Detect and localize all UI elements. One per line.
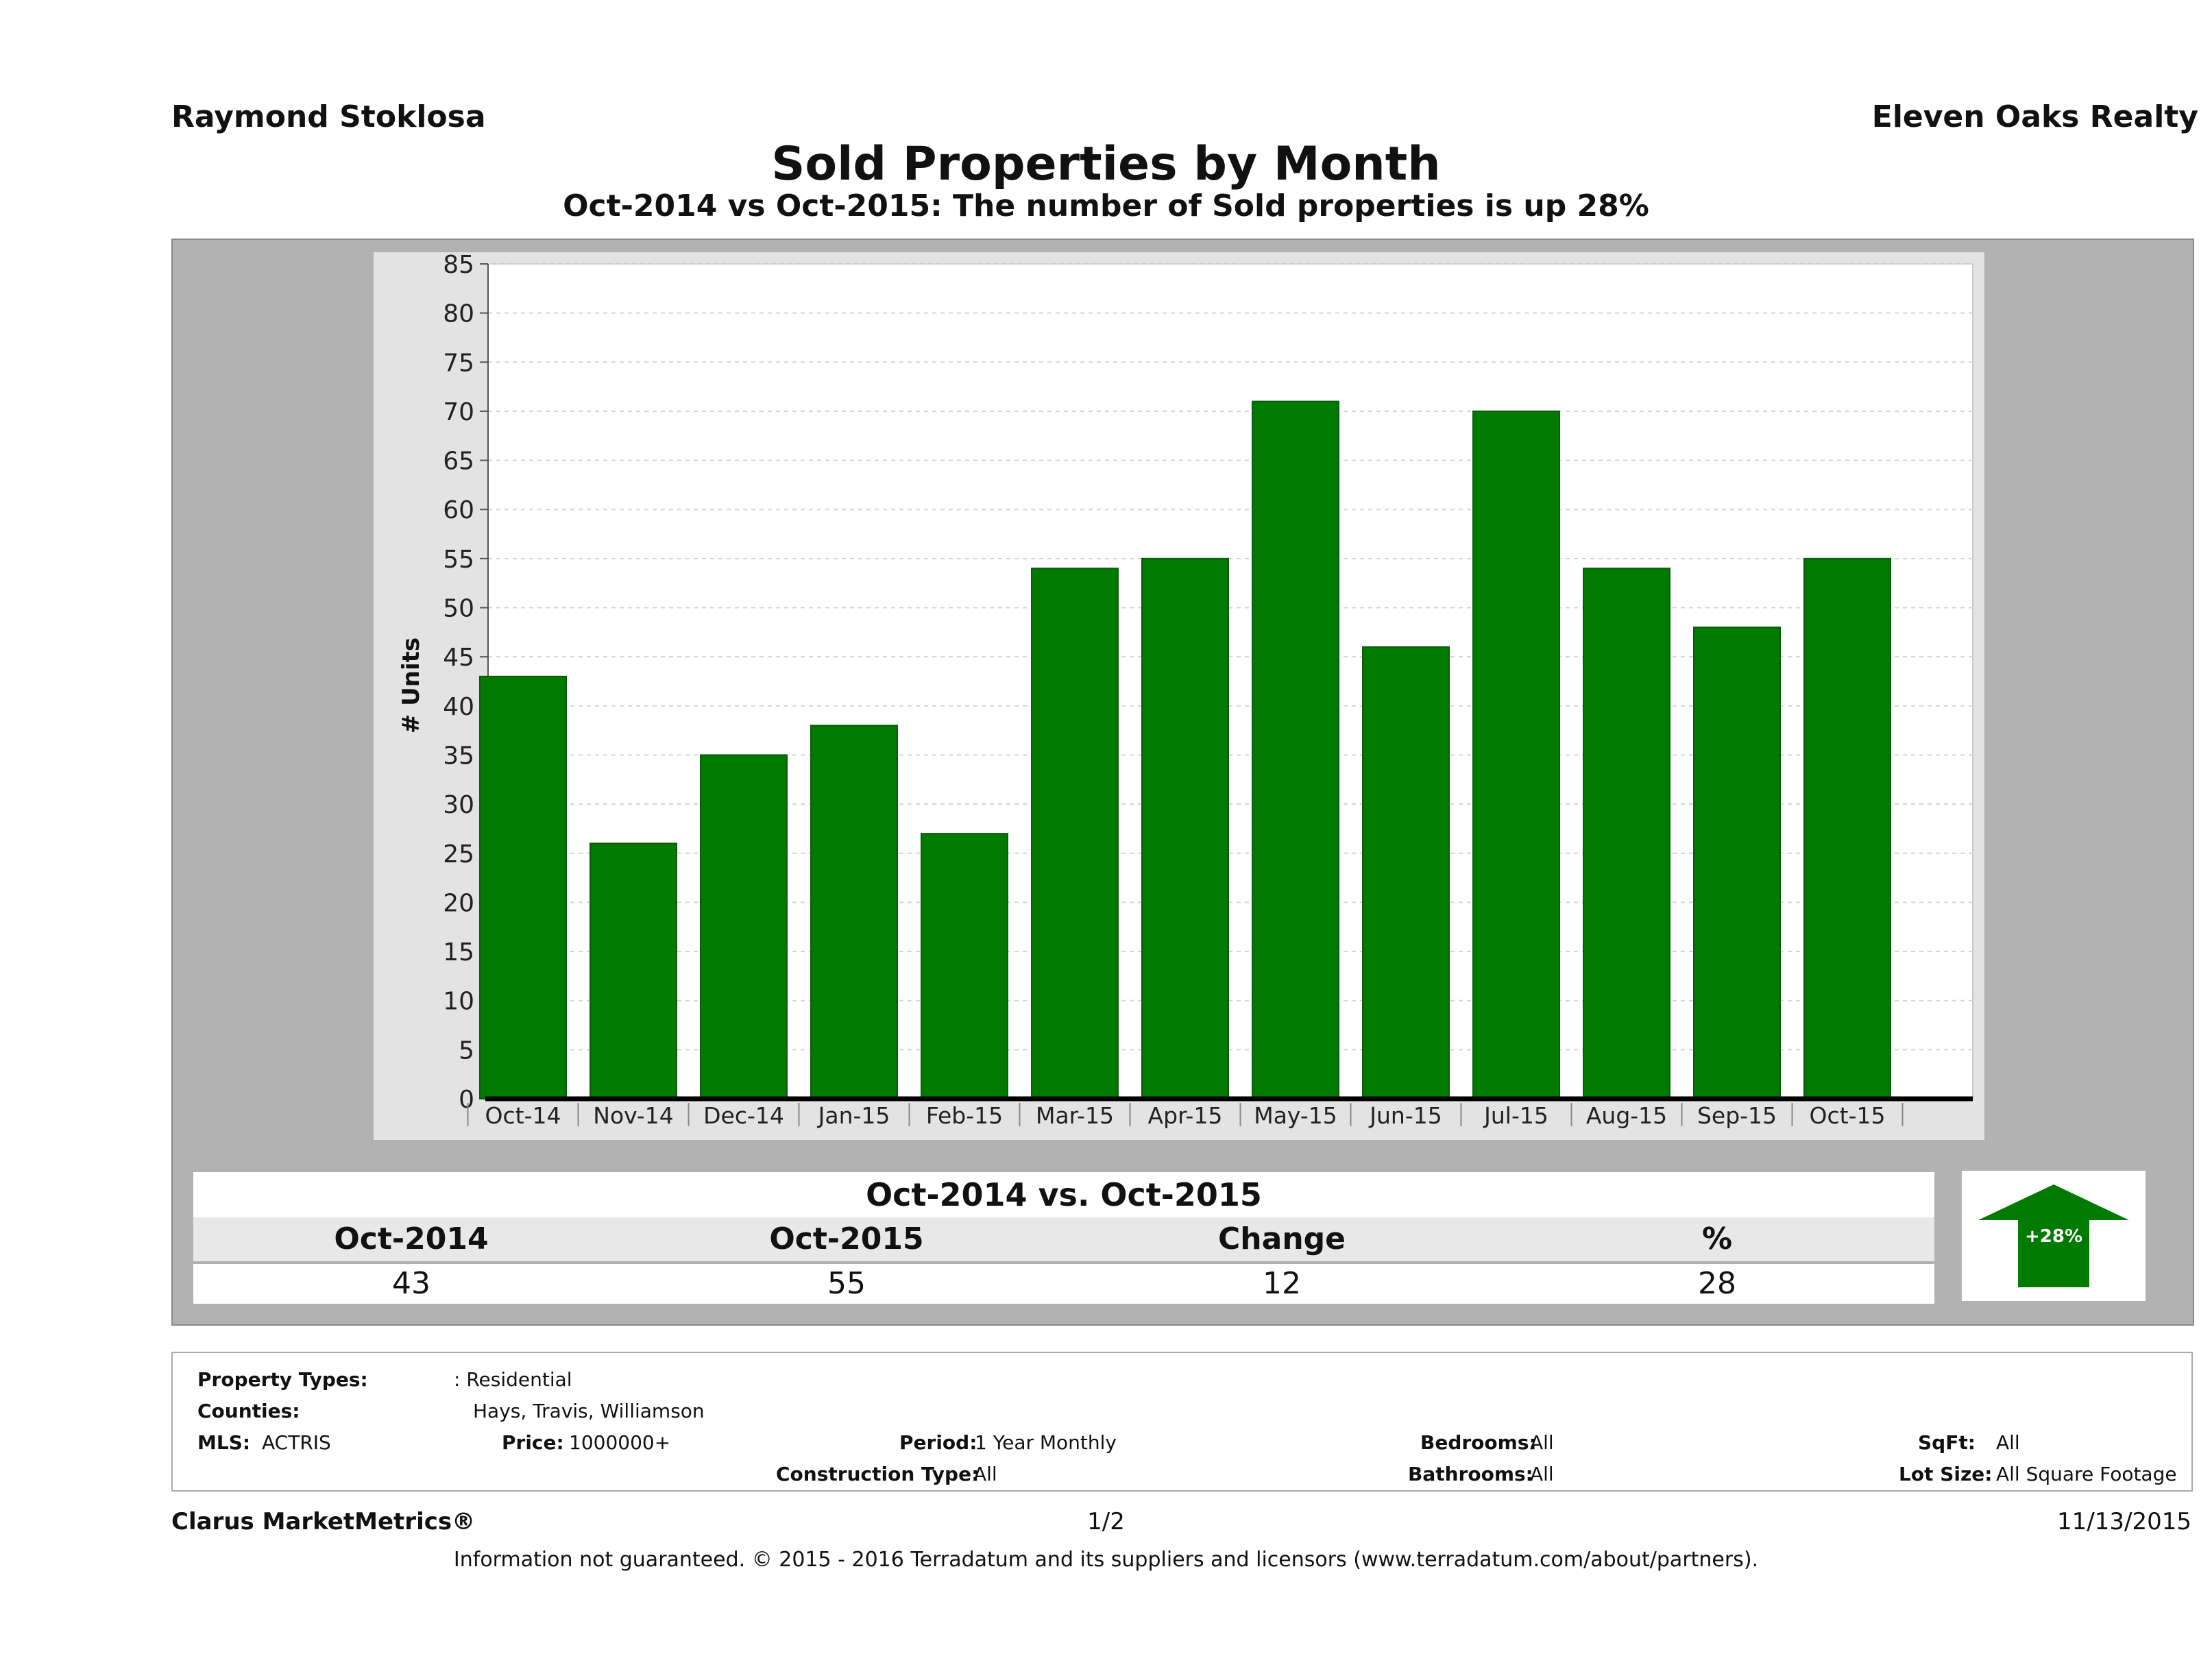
x-tick-label: Jun-15 (1368, 1102, 1442, 1129)
counties-label: Counties: (197, 1400, 300, 1422)
bar-dec-14 (700, 754, 788, 1099)
x-tick-label: Nov-14 (593, 1102, 673, 1129)
y-tick-label: 70 (443, 398, 474, 426)
property-types-value: : Residential (454, 1368, 572, 1391)
comparison-value-end: 55 (827, 1266, 866, 1301)
counties-value: Hays, Travis, Williamson (473, 1400, 705, 1422)
lot-size-label: Lot Size: (1899, 1463, 1993, 1485)
x-tick-label: Oct-14 (485, 1102, 561, 1129)
y-tick-label: 20 (443, 889, 474, 917)
change-badge-label: +28% (2025, 1226, 2082, 1247)
report-date: 11/13/2015 (2057, 1508, 2191, 1535)
y-tick-label: 75 (443, 349, 474, 377)
construction-type-label: Construction Type: (776, 1463, 980, 1485)
y-tick-label: 25 (443, 840, 474, 868)
bar-oct-15 (1803, 557, 1891, 1099)
bar-aug-15 (1583, 568, 1670, 1099)
mls-value: ACTRIS (262, 1431, 331, 1454)
mls-label: MLS: (197, 1431, 251, 1454)
x-tick-label: Jul-15 (1483, 1102, 1548, 1129)
price-label: Price: (502, 1431, 564, 1454)
x-tick-label: Oct-15 (1810, 1102, 1886, 1129)
brokerage-name: Eleven Oaks Realty (1871, 99, 2198, 134)
comparison-value-change: 12 (1263, 1266, 1301, 1301)
filter-criteria-box: Property Types: : Residential Counties: … (171, 1352, 2193, 1492)
chart-title: Sold Properties by Month (771, 137, 1441, 191)
bar-nov-14 (590, 842, 677, 1099)
bar-may-15 (1252, 400, 1339, 1099)
bar-chart: 0 5 10 15 20 25 30 35 40 45 50 55 60 65 70 75 80 85 Oct-14… (443, 251, 1973, 1129)
lot-size-value: All Square Footage (1996, 1463, 2177, 1485)
comparison-label-percent: % (1701, 1221, 1733, 1256)
x-tick-label: Apr-15 (1148, 1102, 1223, 1129)
comparison-label-start: Oct-2014 (334, 1221, 489, 1256)
change-badge-box: +28% (1962, 1171, 2146, 1301)
comparison-value-start: 43 (392, 1266, 430, 1301)
bedrooms-label: Bedrooms: (1420, 1431, 1537, 1454)
bar-jan-15 (810, 725, 898, 1099)
y-tick-label: 60 (443, 496, 474, 524)
comparison-label-end: Oct-2015 (769, 1221, 924, 1256)
construction-type-value: All (973, 1463, 997, 1485)
sqft-label: SqFt: (1918, 1431, 1976, 1454)
comparison-value-percent: 28 (1698, 1266, 1736, 1301)
y-tick-label: 40 (443, 693, 474, 721)
x-tick-label: Aug-15 (1586, 1102, 1667, 1129)
y-tick-label: 5 (459, 1036, 474, 1065)
comparison-labels-row: Oct-2014 Oct-2015 Change % (193, 1217, 1934, 1261)
y-tick-label: 0 (459, 1086, 474, 1114)
bar-sep-15 (1693, 627, 1781, 1099)
y-tick-label: 15 (443, 938, 474, 966)
agent-name: Raymond Stoklosa (171, 99, 486, 134)
bar-feb-15 (921, 833, 1008, 1099)
comparison-values-row: 43 55 12 28 (193, 1264, 1934, 1304)
y-tick-label: 30 (443, 791, 474, 819)
bar-oct-14 (479, 675, 567, 1099)
up-arrow-icon: +28% (1978, 1184, 2129, 1287)
chart-subtitle: Oct-2014 vs Oct-2015: The number of Sold… (563, 189, 1649, 223)
period-value: 1 Year Monthly (975, 1431, 1117, 1454)
x-tick-label: Feb-15 (926, 1102, 1003, 1129)
property-types-label: Property Types: (197, 1368, 368, 1391)
bar-mar-15 (1031, 568, 1119, 1099)
bar-apr-15 (1141, 557, 1229, 1099)
bathrooms-label: Bathrooms: (1408, 1463, 1533, 1485)
x-tick-label: May-15 (1254, 1102, 1337, 1129)
sqft-value: All (1996, 1431, 2020, 1454)
x-tick-label: Sep-15 (1697, 1102, 1777, 1129)
x-tick-label: Jan-15 (817, 1102, 890, 1129)
y-tick-label: 35 (443, 742, 474, 770)
bedrooms-value: All (1530, 1431, 1554, 1454)
page-number: 1/2 (1087, 1508, 1125, 1535)
y-tick-label: 50 (443, 595, 474, 623)
y-tick-label: 55 (443, 546, 474, 574)
bar-jun-15 (1362, 646, 1450, 1099)
comparison-label-change: Change (1218, 1221, 1346, 1256)
y-tick-label: 65 (443, 448, 474, 476)
y-tick-label: 85 (443, 251, 474, 279)
y-axis-label: # Units (398, 637, 425, 734)
period-label: Period: (899, 1431, 977, 1454)
x-tick-label: Dec-14 (703, 1102, 784, 1129)
comparison-header: Oct-2014 vs. Oct-2015 (193, 1172, 1934, 1217)
bar-jul-15 (1472, 410, 1560, 1099)
price-value: 1000000+ (569, 1431, 671, 1454)
footer-brand: Clarus MarketMetrics® (171, 1508, 476, 1535)
y-tick-label: 80 (443, 300, 474, 328)
y-tick-label: 45 (443, 644, 474, 672)
x-tick-label: Mar-15 (1036, 1102, 1114, 1129)
disclaimer-text: Information not guaranteed. © 2015 - 201… (453, 1548, 1759, 1572)
y-tick-label: 10 (443, 988, 474, 1016)
bathrooms-value: All (1530, 1463, 1554, 1485)
